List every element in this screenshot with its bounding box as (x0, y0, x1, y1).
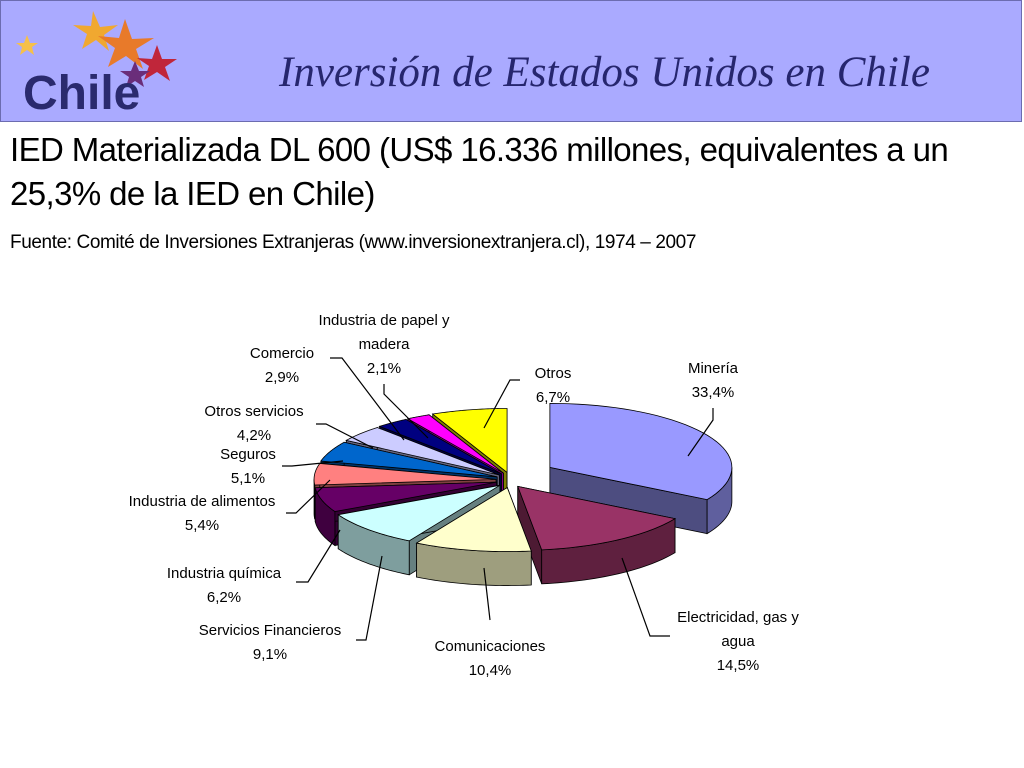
chart-subtitle: IED Materializada DL 600 (US$ 16.336 mil… (10, 131, 949, 212)
slice-name-label: Electricidad, gas y agua (677, 609, 799, 650)
chile-logo: Chile (16, 11, 177, 117)
slice-value-label: 10,4% (469, 662, 512, 679)
slice-name-label: Comunicaciones (435, 638, 546, 655)
slice-value-label: 2,1% (367, 360, 401, 377)
slice-name-label: Industria química (167, 565, 282, 582)
slice-value-label: 2,9% (265, 369, 299, 386)
slice-name-label: Servicios Financieros (199, 622, 342, 639)
logo-text: Chile (23, 67, 140, 117)
leader-line (316, 423, 374, 449)
slice-value-label: 33,4% (692, 384, 735, 401)
leader-line (296, 529, 341, 583)
slice-value-label: 5,1% (231, 470, 265, 487)
leader-line (330, 357, 405, 441)
star-icon (73, 11, 118, 51)
star-icon (120, 61, 150, 87)
leader-line (483, 379, 520, 429)
source-note: Fuente: Comité de Inversiones Extranjera… (10, 232, 696, 253)
slice-value-label: 6,7% (536, 389, 570, 406)
slide-title: Inversión de Estados Unidos en Chile (279, 49, 930, 96)
slice-value-label: 6,2% (207, 589, 241, 606)
star-icon (16, 35, 38, 55)
slice-name-label: Comercio (250, 345, 314, 362)
slice-value-label: 4,2% (237, 427, 271, 444)
leader-line (383, 384, 429, 439)
leader-line (687, 408, 714, 457)
leader-line (282, 460, 344, 467)
leader-line (286, 479, 331, 514)
leader-line (356, 555, 383, 641)
slice-name-label: Industria de alimentos (129, 493, 276, 510)
slice-value-label: 9,1% (253, 646, 287, 663)
slice-name-label: Minería (688, 360, 739, 377)
slice-value-label: 14,5% (717, 657, 760, 674)
pie-slice (517, 485, 677, 585)
slice-name-label: Industria de papel y madera (319, 312, 450, 353)
pie-chart: Minería 33,4% Electricidad, gas y agua 14,5%… (129, 312, 800, 679)
pie-slice (415, 486, 532, 586)
slice-name-label: Seguros (220, 446, 276, 463)
slice-name-label: Otros servicios (204, 403, 303, 420)
star-icon (98, 19, 154, 69)
leader-line (483, 567, 491, 621)
slice-name-label: Otros (535, 365, 572, 382)
slice-value-label: 5,4% (185, 517, 219, 534)
slide-header: Chile Inversión de Estados Unidos en Chi… (0, 0, 1022, 122)
leader-line (621, 557, 670, 637)
